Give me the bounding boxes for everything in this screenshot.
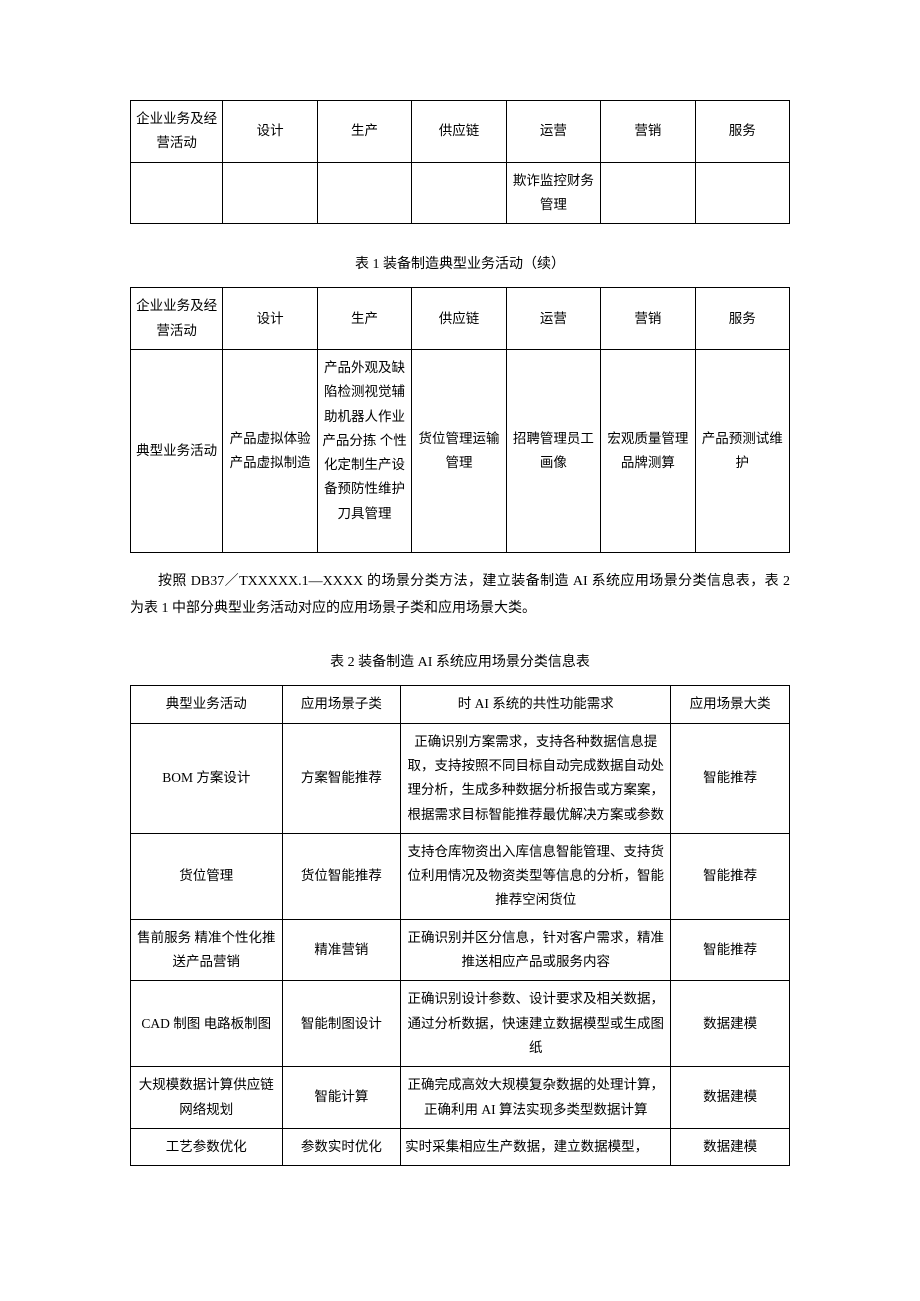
- header-cell: 营销: [601, 101, 695, 163]
- table-1-top: 企业业务及经营活动 设计 生产 供应链 运营 营销 服务 欺诈监控财务管理: [130, 100, 790, 224]
- header-cell: 设计: [223, 288, 317, 350]
- cell: 数据建模: [671, 1128, 790, 1165]
- table-row: 售前服务 精准个性化推送产品营销 精准营销 正确识别并区分信息，针对客户需求，精…: [131, 919, 790, 981]
- cell: 产品虚拟体验产品虚拟制造: [223, 349, 317, 552]
- cell: [412, 162, 506, 224]
- header-cell: 生产: [317, 288, 411, 350]
- cell: 产品外观及缺陷检测视觉辅助机器人作业产品分拣 个性化定制生产设备预防性维护刀具管…: [317, 349, 411, 552]
- cell: CAD 制图 电路板制图: [131, 981, 283, 1067]
- cell: 正确完成高效大规模复杂数据的处理计算，正确利用 AI 算法实现多类型数据计算: [401, 1067, 671, 1129]
- document-page: 企业业务及经营活动 设计 生产 供应链 运营 营销 服务 欺诈监控财务管理 表 …: [0, 0, 920, 1226]
- cell: 智能推荐: [671, 833, 790, 919]
- table-row: 工艺参数优化 参数实时优化 实时采集相应生产数据，建立数据模型， 数据建模: [131, 1128, 790, 1165]
- header-cell: 运营: [506, 288, 600, 350]
- cell: 货位智能推荐: [282, 833, 401, 919]
- cell: 智能计算: [282, 1067, 401, 1129]
- table-row: CAD 制图 电路板制图 智能制图设计 正确识别设计参数、设计要求及相关数据，通…: [131, 981, 790, 1067]
- header-cell: 服务: [695, 101, 789, 163]
- cell: 数据建模: [671, 981, 790, 1067]
- cell: 智能推荐: [671, 723, 790, 833]
- cell: 宏观质量管理品牌测算: [601, 349, 695, 552]
- cell: 智能制图设计: [282, 981, 401, 1067]
- cell: [601, 162, 695, 224]
- header-cell: 供应链: [412, 101, 506, 163]
- table-row: 企业业务及经营活动 设计 生产 供应链 运营 营销 服务: [131, 101, 790, 163]
- table-row: 大规模数据计算供应链网络规划 智能计算 正确完成高效大规模复杂数据的处理计算，正…: [131, 1067, 790, 1129]
- cell: 招聘管理员工画像: [506, 349, 600, 552]
- cell: 货位管理: [131, 833, 283, 919]
- cell: 正确识别并区分信息，针对客户需求，精准推送相应产品或服务内容: [401, 919, 671, 981]
- cell: 数据建模: [671, 1067, 790, 1129]
- header-cell: 企业业务及经营活动: [131, 101, 223, 163]
- table-row: BOM 方案设计 方案智能推荐 正确识别方案需求，支持各种数据信息提取，支持按照…: [131, 723, 790, 833]
- header-cell: 典型业务活动: [131, 686, 283, 723]
- cell: 欺诈监控财务管理: [506, 162, 600, 224]
- cell: [223, 162, 317, 224]
- table-row: 欺诈监控财务管理: [131, 162, 790, 224]
- header-cell: 时 AI 系统的共性功能需求: [401, 686, 671, 723]
- cell: 正确识别设计参数、设计要求及相关数据，通过分析数据，快速建立数据模型或生成图纸: [401, 981, 671, 1067]
- header-cell: 应用场景大类: [671, 686, 790, 723]
- table-2: 典型业务活动 应用场景子类 时 AI 系统的共性功能需求 应用场景大类 BOM …: [130, 685, 790, 1166]
- cell: [131, 162, 223, 224]
- cell: 产品预测试维护: [695, 349, 789, 552]
- cell: 智能推荐: [671, 919, 790, 981]
- paragraph: 按照 DB37／TXXXXX.1—XXXX 的场景分类方法，建立装备制造 AI …: [130, 569, 790, 622]
- header-cell: 应用场景子类: [282, 686, 401, 723]
- cell: 大规模数据计算供应链网络规划: [131, 1067, 283, 1129]
- cell: 支持仓库物资出入库信息智能管理、支持货位利用情况及物资类型等信息的分析，智能推荐…: [401, 833, 671, 919]
- table-row: 货位管理 货位智能推荐 支持仓库物资出入库信息智能管理、支持货位利用情况及物资类…: [131, 833, 790, 919]
- table-row: 典型业务活动 应用场景子类 时 AI 系统的共性功能需求 应用场景大类: [131, 686, 790, 723]
- cell: BOM 方案设计: [131, 723, 283, 833]
- table-row: 企业业务及经营活动 设计 生产 供应链 运营 营销 服务: [131, 288, 790, 350]
- cell: 实时采集相应生产数据，建立数据模型，: [401, 1128, 671, 1165]
- table-caption-2: 表 2 装备制造 AI 系统应用场景分类信息表: [130, 650, 790, 675]
- cell: 精准营销: [282, 919, 401, 981]
- cell: 工艺参数优化: [131, 1128, 283, 1165]
- header-cell: 设计: [223, 101, 317, 163]
- header-cell: 服务: [695, 288, 789, 350]
- header-cell: 营销: [601, 288, 695, 350]
- table-1-continued: 企业业务及经营活动 设计 生产 供应链 运营 营销 服务 典型业务活动 产品虚拟…: [130, 287, 790, 553]
- cell: 售前服务 精准个性化推送产品营销: [131, 919, 283, 981]
- table-caption-1: 表 1 装备制造典型业务活动（续）: [130, 252, 790, 277]
- header-cell: 生产: [317, 101, 411, 163]
- header-cell: 供应链: [412, 288, 506, 350]
- row-label: 典型业务活动: [131, 349, 223, 552]
- cell: 参数实时优化: [282, 1128, 401, 1165]
- cell: 正确识别方案需求，支持各种数据信息提取，支持按照不同目标自动完成数据自动处理分析…: [401, 723, 671, 833]
- table-row: 典型业务活动 产品虚拟体验产品虚拟制造 产品外观及缺陷检测视觉辅助机器人作业产品…: [131, 349, 790, 552]
- header-cell: 运营: [506, 101, 600, 163]
- cell: [695, 162, 789, 224]
- cell: 货位管理运输管理: [412, 349, 506, 552]
- cell: [317, 162, 411, 224]
- cell: 方案智能推荐: [282, 723, 401, 833]
- header-cell: 企业业务及经营活动: [131, 288, 223, 350]
